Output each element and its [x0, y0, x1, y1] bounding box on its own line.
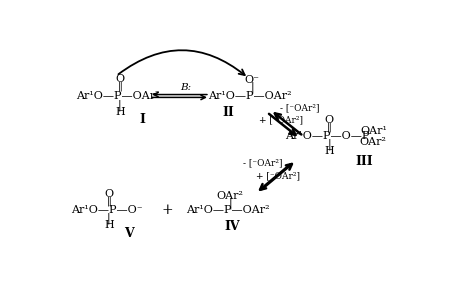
Text: |: |: [250, 82, 254, 93]
Text: ‖: ‖: [106, 197, 111, 206]
Text: +: +: [162, 203, 173, 217]
Text: + [⁻OAr²]: + [⁻OAr²]: [256, 171, 300, 180]
Text: II: II: [222, 106, 234, 119]
Text: Ar¹O—P—O—P: Ar¹O—P—O—P: [285, 131, 370, 141]
Text: H: H: [104, 220, 114, 230]
Text: H: H: [324, 146, 334, 156]
Text: + [⁻OAr²]: + [⁻OAr²]: [259, 115, 303, 124]
Text: I: I: [139, 113, 145, 126]
Text: OAr¹: OAr¹: [360, 126, 387, 136]
Text: Ar¹O—P—O⁻: Ar¹O—P—O⁻: [71, 205, 143, 215]
Text: |: |: [107, 213, 110, 224]
Text: O: O: [325, 115, 334, 125]
Text: |: |: [328, 138, 331, 150]
Text: III: III: [356, 155, 373, 168]
Text: IV: IV: [224, 220, 240, 233]
Text: O: O: [104, 190, 113, 199]
Text: B:: B:: [181, 84, 191, 92]
Text: - [⁻OAr²]: - [⁻OAr²]: [243, 158, 283, 167]
Text: - [⁻OAr²]: - [⁻OAr²]: [281, 103, 320, 112]
Text: Ar¹O—P—OAr²: Ar¹O—P—OAr²: [76, 91, 160, 101]
Text: OAr²: OAr²: [217, 191, 244, 201]
Text: O⁻: O⁻: [245, 75, 260, 85]
Text: Ar¹O—P—OAr²: Ar¹O—P—OAr²: [186, 205, 270, 215]
Text: |: |: [228, 198, 232, 209]
Text: Ar¹O—P—OAr²: Ar¹O—P—OAr²: [209, 91, 292, 101]
Text: |: |: [118, 100, 122, 111]
Text: O: O: [115, 74, 125, 84]
Text: H: H: [115, 107, 125, 117]
Text: OAr²: OAr²: [360, 137, 387, 147]
Text: V: V: [124, 227, 134, 241]
Text: ‖: ‖: [118, 82, 122, 91]
Text: ‖: ‖: [327, 122, 332, 132]
